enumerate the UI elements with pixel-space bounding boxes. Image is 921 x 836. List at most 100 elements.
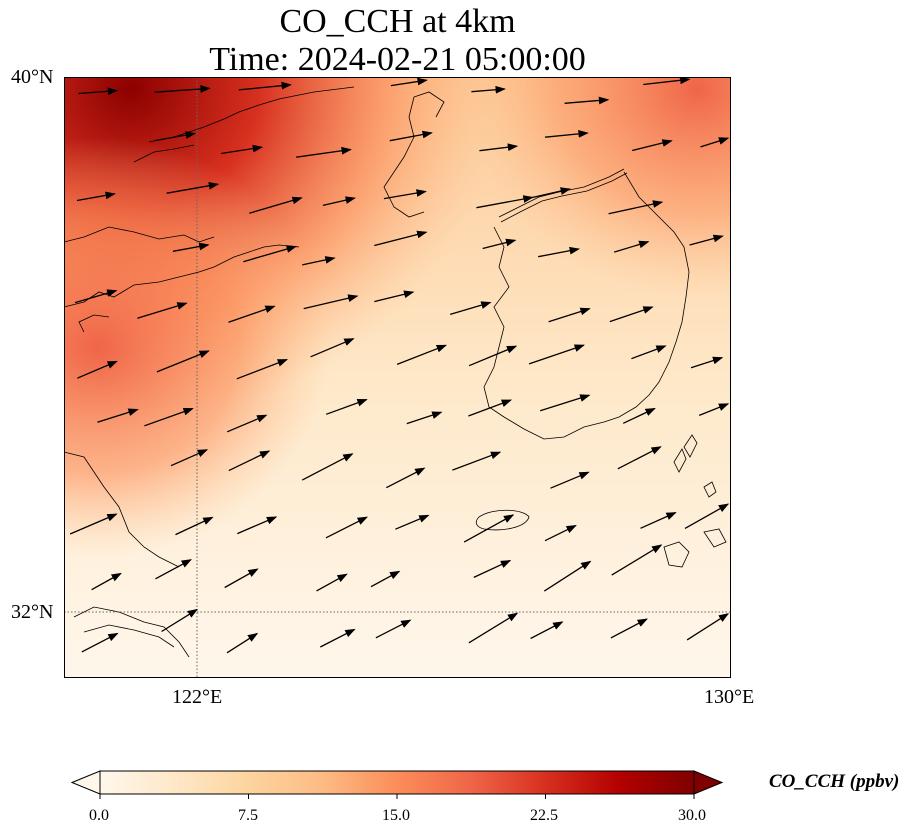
wind-arrow bbox=[468, 345, 518, 367]
wind-arrow bbox=[622, 407, 656, 424]
wind-arrow bbox=[544, 130, 589, 138]
wind-arrow bbox=[243, 245, 297, 263]
wind-arrow bbox=[468, 399, 513, 417]
wind-arrow bbox=[325, 516, 368, 539]
wind-arrow bbox=[81, 632, 119, 653]
coastlines bbox=[64, 86, 727, 658]
wind-arrow bbox=[69, 513, 118, 535]
wind-arrow bbox=[97, 408, 139, 423]
wind-arrow bbox=[406, 411, 443, 425]
wind-arrow bbox=[544, 525, 577, 542]
wind-arrow bbox=[226, 632, 259, 654]
wind-arrow bbox=[91, 572, 122, 591]
colorbar-tick-label: 30.0 bbox=[678, 807, 706, 824]
wind-arrow bbox=[175, 516, 214, 536]
wind-arrow bbox=[249, 196, 303, 214]
colorbar-tick-label: 7.5 bbox=[238, 807, 258, 824]
wind-arrow bbox=[476, 195, 534, 209]
wind-arrow bbox=[77, 360, 118, 379]
wind-arrow bbox=[396, 344, 448, 366]
colorbar-extend-high bbox=[693, 770, 724, 795]
wind-arrow bbox=[640, 512, 677, 529]
wind-arrow bbox=[375, 619, 412, 639]
wind-arrow bbox=[236, 358, 289, 380]
wind-arrow bbox=[166, 181, 220, 194]
wind-arrow bbox=[611, 544, 663, 576]
wind-arrow bbox=[631, 345, 667, 360]
wind-arrow bbox=[74, 289, 118, 304]
wind-arrow bbox=[528, 344, 585, 365]
lat-tick-label: 40°N bbox=[11, 66, 54, 88]
wind-arrow bbox=[316, 573, 348, 592]
wind-arrow bbox=[156, 350, 210, 373]
lon-tick-label: 130°E bbox=[704, 686, 755, 708]
wind-arrow bbox=[301, 453, 354, 481]
wind-arrow bbox=[632, 139, 673, 152]
wind-arrow bbox=[684, 503, 730, 529]
wind-arrow bbox=[452, 451, 502, 471]
wind-arrow bbox=[617, 446, 662, 470]
wind-arrow bbox=[538, 246, 580, 258]
wind-arrow bbox=[450, 301, 492, 316]
wind-arrow bbox=[137, 302, 188, 319]
map-time-subtitle: Time: 2024-02-21 05:00:00 bbox=[209, 41, 586, 78]
wind-arrow bbox=[614, 240, 650, 253]
wind-arrow bbox=[228, 450, 271, 472]
colorbar-extend-low bbox=[70, 770, 101, 795]
wind-arrow bbox=[325, 398, 368, 415]
wind-arrow bbox=[482, 238, 517, 250]
wind-arrow bbox=[609, 306, 654, 323]
wind-arrow bbox=[154, 85, 211, 93]
wind-arrow bbox=[479, 143, 519, 152]
wind-arrow bbox=[643, 77, 691, 86]
wind-arrow bbox=[548, 307, 591, 323]
wind-arrow bbox=[228, 305, 276, 323]
wind-arrow bbox=[238, 81, 292, 91]
wind-arrow bbox=[543, 560, 592, 592]
wind-arrow bbox=[698, 403, 730, 417]
wind-arrow bbox=[390, 77, 428, 87]
wind-arrow bbox=[610, 618, 648, 639]
colorbar-body bbox=[99, 770, 695, 795]
wind-arrow bbox=[224, 568, 259, 589]
wind-arrow bbox=[310, 338, 355, 358]
map-title: CO_CCH at 4km bbox=[279, 3, 516, 40]
wind-arrow bbox=[78, 87, 119, 96]
wind-arrow bbox=[226, 414, 268, 433]
wind-arrow bbox=[370, 570, 401, 588]
colorbar-tick-label: 0.0 bbox=[89, 807, 109, 824]
wind-arrow bbox=[550, 471, 590, 489]
wind-arrow bbox=[155, 559, 192, 580]
wind-arrow bbox=[473, 560, 512, 578]
wind-arrow bbox=[386, 467, 426, 489]
wind-arrow bbox=[172, 242, 210, 252]
wind-arrow bbox=[296, 146, 352, 158]
colorbar-tick-label: 22.5 bbox=[530, 807, 558, 824]
map-frame bbox=[64, 77, 731, 678]
lon-tick-label: 122°E bbox=[172, 686, 223, 708]
wind-arrow bbox=[527, 187, 571, 200]
wind-arrow bbox=[320, 628, 356, 648]
wind-arrow bbox=[383, 189, 427, 200]
wind-arrow bbox=[395, 514, 430, 530]
wind-arrow bbox=[76, 191, 116, 202]
wind-arrow bbox=[170, 449, 209, 467]
lat-tick-label: 32°N bbox=[11, 601, 54, 623]
wind-arrow bbox=[686, 613, 730, 641]
wind-arrow bbox=[540, 394, 591, 412]
wind-arrow bbox=[161, 608, 199, 633]
wind-arrow bbox=[154, 131, 197, 142]
wind-arrow bbox=[389, 130, 433, 142]
gridlines bbox=[64, 77, 731, 678]
wind-arrow bbox=[144, 407, 194, 427]
colorbar-label: CO_CCH (ppbv) bbox=[769, 771, 900, 792]
wind-arrow bbox=[608, 200, 664, 215]
colorbar-tick-label: 15.0 bbox=[382, 807, 410, 824]
wind-arrow bbox=[690, 356, 724, 369]
wind-arrow bbox=[564, 96, 610, 105]
wind-arrow bbox=[689, 234, 724, 246]
wind-arrow bbox=[468, 612, 519, 644]
wind-arrow bbox=[374, 290, 415, 303]
wind-arrow bbox=[221, 144, 264, 155]
colorbar bbox=[70, 770, 724, 799]
